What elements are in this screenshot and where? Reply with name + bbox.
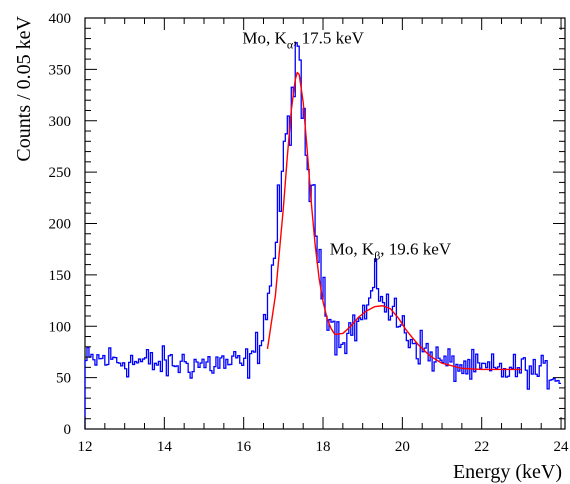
annotation-main: Mo, K [242, 29, 287, 48]
y-tick-label: 350 [49, 62, 72, 78]
x-tick-label: 24 [554, 439, 570, 455]
annotation-subscript: β [374, 248, 380, 262]
x-tick-label: 16 [236, 439, 252, 455]
x-tick-label: 20 [395, 439, 410, 455]
y-tick-label: 250 [49, 165, 72, 181]
annotation-energy: , 17.5 keV [293, 29, 365, 48]
x-tick-label: 14 [157, 439, 173, 455]
y-tick-label: 50 [56, 371, 71, 387]
annotation-main: Mo, K [330, 239, 375, 258]
y-tick-label: 200 [49, 217, 72, 233]
histogram-series [84, 42, 562, 429]
annotation-k-beta: Mo, Kβ, 19.6 keV [330, 239, 452, 262]
x-tick-label: 18 [316, 439, 331, 455]
annotation-subscript: α [287, 38, 294, 52]
y-tick-label: 100 [49, 319, 72, 335]
y-tick-label: 300 [49, 114, 72, 130]
y-tick-label: 150 [49, 268, 72, 284]
fit-curve [266, 71, 522, 371]
y-axis: 0 50 100 150 200 250 300 350 400 [49, 11, 565, 438]
x-axis-title: Energy (keV) [453, 461, 562, 483]
x-axis: 12 14 16 18 20 22 24 [78, 18, 570, 455]
y-axis-title: Counts / 0.05 keV [13, 15, 35, 161]
y-tick-label: 400 [49, 11, 72, 27]
series-layer [84, 42, 562, 429]
x-tick-label: 22 [474, 439, 489, 455]
annotation-energy: , 19.6 keV [380, 239, 452, 258]
y-tick-label: 0 [64, 422, 72, 438]
x-tick-label: 12 [78, 439, 93, 455]
annotation-k-alpha: Mo, Kα, 17.5 keV [242, 29, 364, 52]
